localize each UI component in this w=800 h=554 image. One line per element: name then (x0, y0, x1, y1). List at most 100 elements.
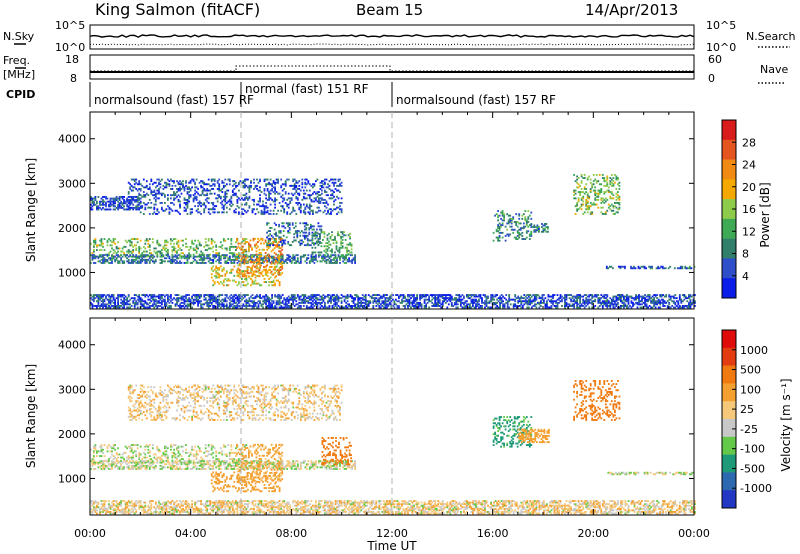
heatmap-cell (237, 275, 240, 278)
heatmap-cell (410, 306, 412, 309)
heatmap-cell (333, 208, 335, 211)
heatmap-cell (241, 181, 243, 184)
heatmap-cell (314, 242, 317, 245)
heatmap-cell (476, 305, 479, 307)
heatmap-cell (588, 208, 591, 211)
heatmap-cell (643, 267, 646, 270)
heatmap-cell (350, 243, 353, 246)
heatmap-cell (565, 298, 568, 301)
heatmap-cell (529, 294, 532, 296)
heatmap-cell (343, 262, 346, 264)
heatmap-cell (237, 273, 240, 276)
heatmap-cell (296, 234, 299, 237)
heatmap-cell (354, 255, 356, 258)
heatmap-cell (222, 306, 225, 309)
heatmap-cell (221, 180, 224, 183)
heatmap-cell (123, 260, 125, 263)
heatmap-cell (603, 213, 606, 215)
heatmap-cell (498, 239, 501, 242)
heatmap-cell (327, 258, 329, 261)
heatmap-cell (130, 255, 133, 258)
heatmap-cell (334, 298, 337, 301)
heatmap-cell (334, 303, 337, 306)
heatmap-cell (458, 295, 461, 298)
heatmap-cell (108, 306, 110, 309)
heatmap-cell (529, 303, 532, 306)
heatmap-cell (490, 298, 492, 301)
heatmap-cell (111, 262, 113, 264)
heatmap-cell (323, 249, 326, 252)
heatmap-cell (235, 294, 237, 296)
heatmap-cell (299, 189, 302, 192)
heatmap-cell (111, 255, 113, 258)
heatmap-cell (597, 192, 600, 195)
heatmap-cell (289, 184, 292, 187)
heatmap-cell (192, 194, 195, 197)
heatmap-cell (592, 202, 595, 204)
heatmap-cell (173, 238, 175, 240)
heatmap-cell (161, 301, 163, 304)
heatmap-cell (530, 211, 533, 214)
heatmap-cell (100, 241, 103, 244)
heatmap-cell (188, 298, 190, 301)
heatmap-cell (154, 298, 157, 301)
heatmap-cell (239, 262, 241, 265)
heatmap-cell (114, 258, 116, 261)
heatmap-cell (159, 244, 162, 247)
heatmap-cell (263, 297, 266, 300)
heatmap-cell (277, 209, 279, 212)
heatmap-cell (242, 248, 244, 251)
heatmap-cell (266, 248, 268, 251)
heatmap-cell (215, 300, 218, 303)
nave-tick-top: 60 (708, 53, 722, 66)
heatmap-cell (582, 295, 585, 298)
heatmap-cell (263, 189, 266, 192)
heatmap-cell (218, 254, 221, 257)
heatmap-cell (224, 300, 227, 303)
heatmap-cell (269, 237, 271, 240)
heatmap-cell (604, 301, 607, 304)
heatmap-cell (313, 262, 316, 264)
heatmap-cell (204, 301, 207, 304)
heatmap-cell (280, 209, 283, 212)
heatmap-cell (185, 295, 187, 298)
heatmap-cell (115, 297, 118, 300)
heatmap-cell (336, 262, 338, 264)
heatmap-cell (567, 294, 569, 296)
heatmap-cell (328, 213, 331, 215)
heatmap-cell (278, 281, 281, 283)
heatmap-cell (222, 267, 225, 269)
heatmap-cell (279, 231, 282, 234)
heatmap-cell (600, 211, 603, 214)
heatmap-cell (192, 303, 195, 306)
heatmap-cell (139, 188, 142, 190)
heatmap-cell (525, 231, 528, 234)
heatmap-cell (158, 188, 160, 190)
heatmap-cell (571, 305, 574, 307)
heatmap-cell (284, 202, 287, 204)
heatmap-cell (630, 265, 632, 268)
heatmap-cell (103, 257, 106, 260)
heatmap-cell (219, 274, 222, 277)
heatmap-cell (243, 273, 246, 276)
heatmap-cell (507, 214, 510, 217)
heatmap-cell (139, 211, 142, 214)
heatmap-cell (177, 198, 180, 201)
heatmap-cell (159, 255, 162, 258)
heatmap-cell (112, 208, 115, 211)
heatmap-cell (588, 195, 591, 198)
heatmap-cell (242, 239, 245, 242)
heatmap-cell (530, 295, 533, 298)
heatmap-cell (121, 303, 124, 306)
heatmap-cell (618, 202, 621, 204)
heatmap-cell (176, 257, 178, 260)
heatmap-cell (138, 257, 141, 260)
heatmap-cell (315, 294, 317, 296)
heatmap-cell (270, 234, 273, 237)
heatmap-cell (94, 199, 97, 201)
heatmap-cell (206, 197, 209, 200)
heatmap-cell (414, 297, 417, 300)
heatmap-cell (227, 279, 230, 282)
heatmap-cell (162, 247, 165, 250)
heatmap-cell (161, 192, 163, 195)
